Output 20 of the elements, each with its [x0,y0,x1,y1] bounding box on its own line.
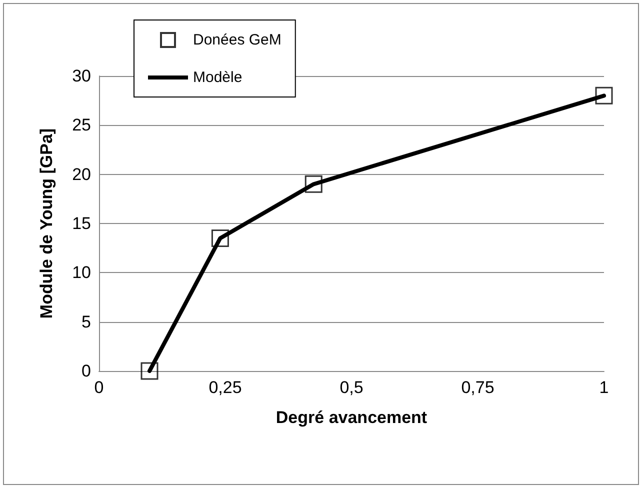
x-tick-label: 0,25 [208,378,242,397]
y-tick-label: 15 [72,214,91,233]
y-tick-label: 20 [72,164,91,184]
y-tick-label: 10 [72,263,91,282]
y-tick-label: 5 [82,312,91,332]
point [595,86,613,104]
y-tick-label: 0 [82,362,91,380]
x-tick-label: 0,5 [340,378,364,397]
x-tick-label: 0,75 [461,378,494,397]
y-tick-label: 25 [72,116,91,135]
y-axis-title: Module de Young [GPa] [37,128,56,319]
y-tick-label: 30 [72,66,91,86]
legend-label: Donées GeM [193,32,282,48]
point [211,230,229,247]
x-tick-label: 1 [599,378,609,397]
x-axis-title: Degré avancement [276,408,428,427]
legend-label: Modèle [193,69,242,86]
point [304,175,322,193]
x-tick-label: 0 [94,378,104,397]
point [140,362,158,380]
